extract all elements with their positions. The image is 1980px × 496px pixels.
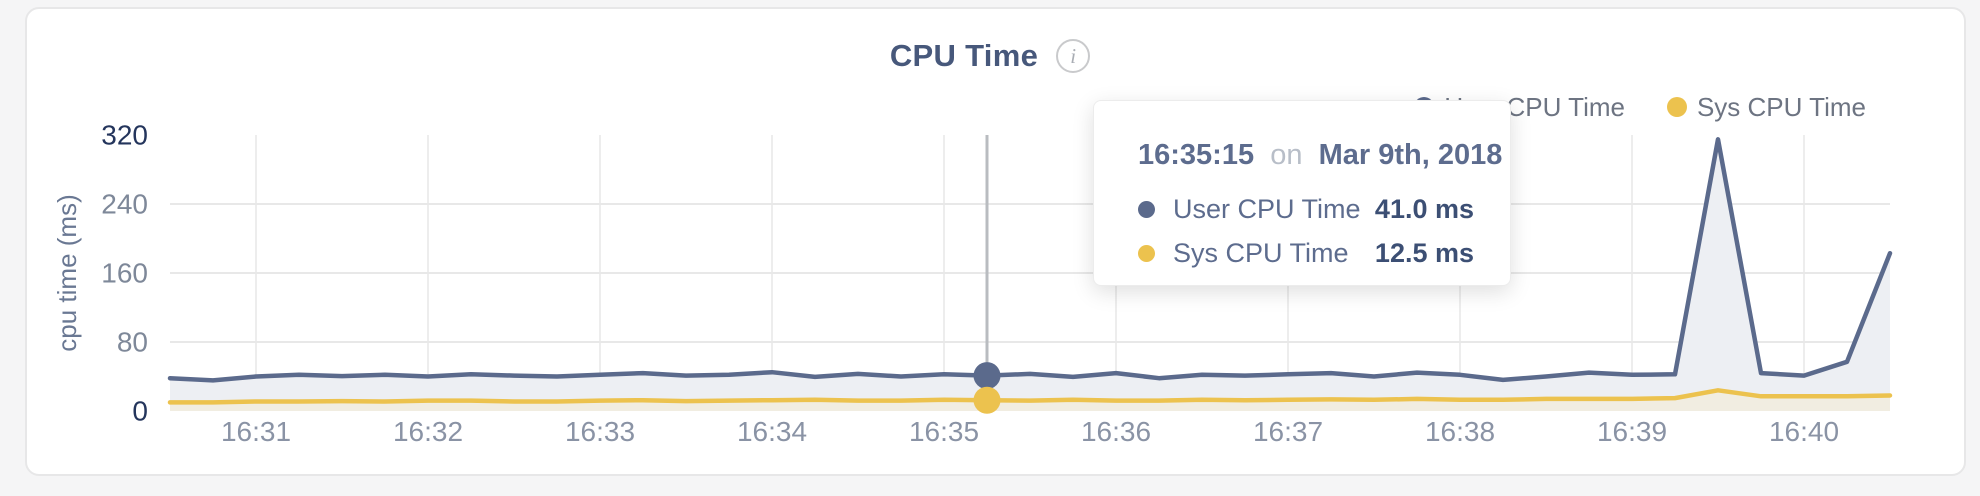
tooltip-rows: User CPU Time 41.0 ms Sys CPU Time 12.5 … (1138, 194, 1474, 269)
tooltip-time: 16:35:15 (1138, 139, 1255, 171)
legend-label-sys: Sys CPU Time (1696, 91, 1866, 122)
tooltip-date (1311, 139, 1319, 171)
tooltip-title: 16:35:15 on Mar 9th, 2018 (1138, 139, 1503, 171)
hover-tooltip: 16:35:15 on Mar 9th, 2018 User CPU Time … (1093, 100, 1511, 286)
tooltip-date-text: Mar 9th, 2018 (1318, 139, 1503, 171)
tooltip-dot-user-icon (1138, 201, 1155, 218)
tooltip-connector (1262, 139, 1270, 171)
x-axis-tick-label: 16:39 (1597, 416, 1667, 447)
y-axis-tick-label: 80 (117, 327, 148, 358)
x-axis-tick-label: 16:40 (1769, 416, 1839, 447)
y-axis-tick-label: 320 (101, 120, 148, 151)
tooltip-dot-sys-icon (1138, 245, 1155, 262)
x-axis-tick-label: 16:31 (221, 416, 291, 447)
hover-point-user[interactable] (973, 362, 1001, 390)
chart-header: CPU Time i (0, 36, 1980, 76)
x-axis-tick-label: 16:32 (393, 416, 463, 447)
tooltip-row-user: User CPU Time 41.0 ms (1138, 194, 1474, 225)
hover-point-sys[interactable] (973, 386, 1001, 414)
x-axis-tick-label: 16:36 (1081, 416, 1151, 447)
y-axis-tick-label: 160 (101, 258, 148, 289)
tooltip-row-sys: Sys CPU Time 12.5 ms (1138, 238, 1474, 269)
y-axis-title: cpu time (ms) (52, 194, 82, 351)
x-axis-tick-label: 16:38 (1425, 416, 1495, 447)
tooltip-label-sys: Sys CPU Time (1173, 238, 1349, 268)
chart-title: CPU Time (889, 38, 1039, 73)
y-axis-tick-label: 0 (132, 396, 148, 427)
x-axis-tick-label: 16:35 (909, 416, 979, 447)
tooltip-label-user: User CPU Time (1173, 194, 1361, 224)
legend-item-sys-cpu-time[interactable]: Sys CPU Time (1666, 91, 1866, 123)
x-axis-tick-label: 16:37 (1253, 416, 1323, 447)
line-sys-cpu-time (167, 388, 1893, 405)
tooltip-value-user: 41.0 ms (1374, 194, 1474, 224)
x-axis-tick-label: 16:34 (737, 416, 807, 447)
y-axis-tick-label: 240 (101, 189, 148, 220)
legend-dot-sys-icon (1666, 97, 1687, 117)
line-user-cpu-time (167, 137, 1893, 383)
x-axis-tick-label: 16:33 (565, 416, 635, 447)
area-user-cpu-time (170, 139, 1890, 412)
info-icon[interactable]: i (1056, 39, 1091, 73)
tooltip-value-sys: 12.5 ms (1374, 238, 1474, 268)
